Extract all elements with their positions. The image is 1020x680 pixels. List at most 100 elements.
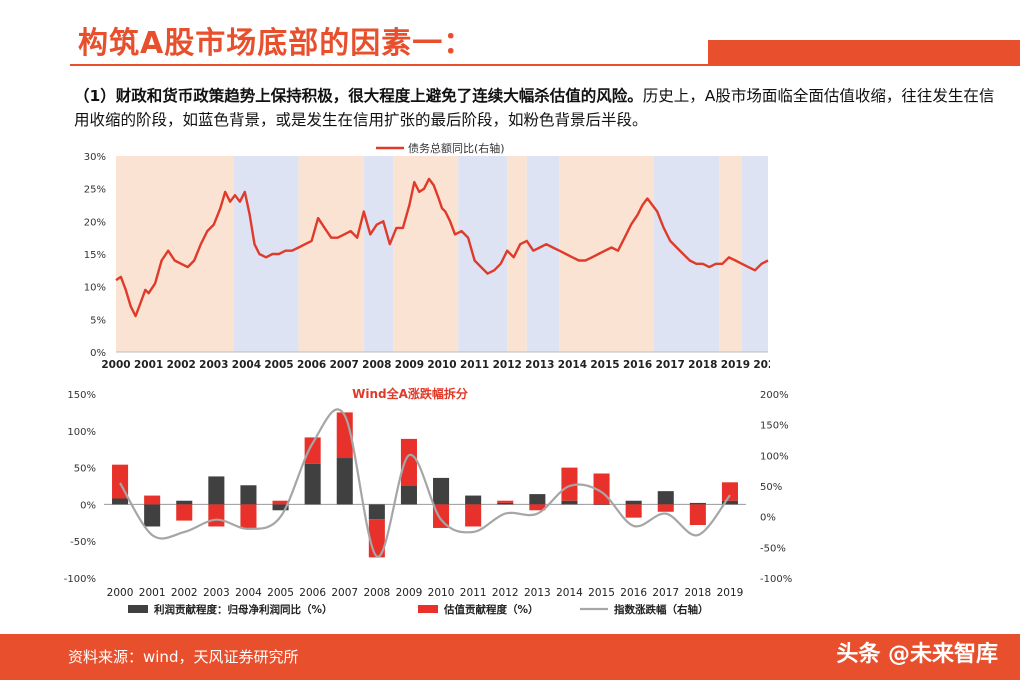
background-band-blue xyxy=(233,156,299,352)
y-tick-label-left: -50% xyxy=(70,537,96,548)
x-tick-label: 2018 xyxy=(684,587,711,599)
y-tick-label-right: 100% xyxy=(760,451,789,462)
bar-valuation-contribution xyxy=(304,437,321,464)
x-tick-label: 2001 xyxy=(139,587,166,599)
y-tick-label-left: 150% xyxy=(67,390,96,401)
x-tick-label: 2017 xyxy=(652,587,679,599)
background-band-blue xyxy=(458,156,508,352)
y-tick-label-left: 0% xyxy=(80,500,96,511)
background-band-pink xyxy=(559,156,654,352)
background-band-blue xyxy=(653,156,720,352)
bar-valuation-contribution xyxy=(721,482,738,501)
y-tick-label-left: 50% xyxy=(74,464,96,475)
bar-valuation-contribution xyxy=(176,504,193,521)
x-tick-label: 2020 xyxy=(753,359,770,371)
background-band-blue xyxy=(741,156,768,352)
x-tick-label: 2000 xyxy=(101,359,130,371)
x-tick-label: 2011 xyxy=(460,587,487,599)
x-tick-label: 2006 xyxy=(299,587,326,599)
bar-profit-contribution xyxy=(400,486,417,505)
bar-profit-contribution xyxy=(304,463,321,505)
x-tick-label: 2000 xyxy=(107,587,134,599)
y-tick-label-right: 0% xyxy=(760,513,776,524)
bar-valuation-contribution xyxy=(689,504,706,526)
x-tick-label: 2019 xyxy=(717,587,744,599)
background-band-pink xyxy=(116,156,234,352)
title-accent-bar xyxy=(708,40,1020,66)
legend-swatch-profit xyxy=(128,605,148,613)
chart-title: Wind全A涨跌幅拆分 xyxy=(352,386,468,401)
description: （1）财政和货币政策趋势上保持积极，很大程度上避免了连续大幅杀估值的风险。历史上… xyxy=(74,84,1004,132)
x-tick-label: 2007 xyxy=(330,359,359,371)
source-note: 资料来源：wind，天风证券研究所 xyxy=(68,648,299,666)
bar-valuation-contribution xyxy=(400,438,417,486)
x-tick-label: 2011 xyxy=(460,359,489,371)
bar-valuation-contribution xyxy=(561,467,578,501)
x-tick-label: 2016 xyxy=(620,587,647,599)
y-tick-label-right: -100% xyxy=(760,574,792,585)
bar-profit-contribution xyxy=(561,500,578,505)
bar-profit-contribution xyxy=(368,504,385,520)
bar-valuation-contribution xyxy=(272,500,289,505)
y-tick-label-right: 200% xyxy=(760,390,789,401)
background-band-blue xyxy=(363,156,394,352)
bar-profit-contribution xyxy=(112,498,129,505)
x-tick-label: 2019 xyxy=(721,359,750,371)
x-tick-label: 2005 xyxy=(264,359,293,371)
y-tick-label: 20% xyxy=(84,217,106,228)
background-band-pink xyxy=(393,156,459,352)
bar-valuation-contribution xyxy=(240,504,257,528)
x-tick-label: 2018 xyxy=(688,359,717,371)
x-tick-label: 2014 xyxy=(556,587,583,599)
x-tick-label: 2015 xyxy=(590,359,619,371)
footer-bar xyxy=(0,634,1020,680)
bar-profit-contribution xyxy=(657,491,674,505)
legend-label-valuation: 估值贡献程度（%） xyxy=(443,603,539,616)
debt-growth-chart: 30%25%20%15%10%5%0%2000 2001 2002 2003 2004 2… xyxy=(84,141,770,371)
x-tick-label: 2004 xyxy=(235,587,262,599)
x-tick-label: 2005 xyxy=(267,587,294,599)
x-tick-label: 2002 xyxy=(171,587,198,599)
y-tick-label-right: 150% xyxy=(760,421,789,432)
description-rest: 历史上，A股市场面临全面估值收缩，往往发生在信用收缩的阶段，如蓝色背景，或是发生… xyxy=(74,87,995,129)
description-bold: （1）财政和货币政策趋势上保持积极，很大程度上避免了连续大幅杀估值的风险。 xyxy=(74,87,643,105)
x-tick-label: 2013 xyxy=(524,587,551,599)
y-tick-label-left: 100% xyxy=(67,427,96,438)
watermark: 头条 @未来智库 xyxy=(836,642,998,667)
bar-profit-contribution xyxy=(144,504,161,527)
x-tick-label: 2012 xyxy=(493,359,522,371)
bar-profit-contribution xyxy=(272,504,289,511)
y-tick-label-right: -50% xyxy=(760,543,786,554)
y-tick-label: 15% xyxy=(84,250,106,261)
x-tick-label: 2006 xyxy=(297,359,326,371)
x-tick-label: 2008 xyxy=(362,359,391,371)
series-line-index-change xyxy=(119,408,731,558)
bar-profit-contribution xyxy=(625,500,642,505)
x-tick-label: 2014 xyxy=(558,359,587,371)
y-tick-label: 30% xyxy=(84,152,106,163)
x-tick-label: 2004 xyxy=(232,359,261,371)
bar-profit-contribution xyxy=(689,502,706,505)
x-tick-label: 2003 xyxy=(203,587,230,599)
legend-swatch-valuation xyxy=(418,605,438,613)
bar-valuation-contribution xyxy=(465,504,482,527)
bar-valuation-contribution xyxy=(497,500,514,503)
background-band-pink xyxy=(507,156,527,352)
bar-valuation-contribution xyxy=(529,504,546,511)
bar-valuation-contribution xyxy=(208,504,225,527)
bar-valuation-contribution xyxy=(625,504,642,518)
bar-profit-contribution xyxy=(529,494,546,505)
background-band-pink xyxy=(719,156,742,352)
bar-valuation-contribution xyxy=(657,504,674,512)
y-tick-label: 25% xyxy=(84,185,106,196)
x-tick-label: 2003 xyxy=(199,359,228,371)
bar-profit-contribution xyxy=(465,495,482,505)
y-tick-label: 10% xyxy=(84,283,106,294)
x-tick-label: 2009 xyxy=(396,587,423,599)
bar-profit-contribution xyxy=(721,500,738,505)
wind-a-decomposition-chart: 150% 100% 50% 0% -50% -100% 200% 150% 100% 50% 0% -… xyxy=(64,386,792,616)
bar-profit-contribution xyxy=(208,476,225,505)
x-tick-label: 2007 xyxy=(331,587,358,599)
y-tick-label-left: -100% xyxy=(64,574,96,585)
background-band-pink xyxy=(298,156,364,352)
